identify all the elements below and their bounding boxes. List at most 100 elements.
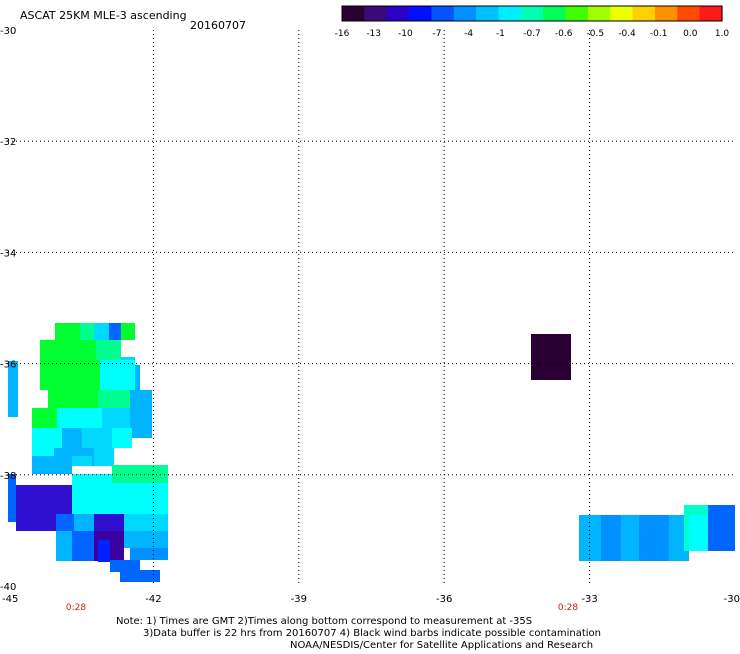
colorbar-segment xyxy=(364,6,388,21)
note-line-2: 3)Data buffer is 22 hrs from 20160707 4)… xyxy=(143,628,601,639)
data-cell xyxy=(8,361,18,417)
data-cell xyxy=(130,548,168,560)
grid-lines xyxy=(8,30,735,586)
data-cell xyxy=(68,340,96,360)
data-cell xyxy=(46,456,72,474)
data-cell xyxy=(112,465,168,483)
colorbar-label: -0.1 xyxy=(650,29,668,39)
data-cell xyxy=(708,505,735,551)
colorbar-label: -0.5 xyxy=(587,29,605,39)
data-cell xyxy=(72,490,120,514)
data-cells xyxy=(8,323,735,582)
colorbar-frame xyxy=(341,5,723,22)
data-cell xyxy=(56,514,74,531)
data-cell xyxy=(639,515,669,561)
y-tick-label: -38 xyxy=(0,471,16,482)
data-cell xyxy=(112,483,168,498)
data-cell xyxy=(72,531,94,561)
colorbar-label: -1 xyxy=(496,29,505,39)
data-cell xyxy=(601,515,621,561)
colorbar-segment xyxy=(677,6,701,21)
colorbar-segment xyxy=(431,6,455,21)
note-line-3: NOAA/NESDIS/Center for Satellite Applica… xyxy=(290,640,594,651)
map-title: ASCAT 25KM MLE-3 ascending xyxy=(20,9,187,22)
colorbar-segment xyxy=(386,6,410,21)
time-label: 0:28 xyxy=(558,603,578,613)
colorbar-segment xyxy=(543,6,567,21)
data-cell xyxy=(98,390,130,408)
data-cell xyxy=(110,560,140,572)
colorbar-label: -0.6 xyxy=(555,29,573,39)
time-labels: 0:28 0:28 xyxy=(66,603,578,613)
data-cell xyxy=(82,428,112,448)
data-cell xyxy=(57,408,102,428)
data-cell xyxy=(40,360,75,390)
x-tick-label: -30 xyxy=(724,594,740,605)
data-cell xyxy=(621,515,639,561)
data-cell xyxy=(130,390,152,408)
data-cell xyxy=(120,498,168,516)
data-cell xyxy=(100,360,135,390)
x-tick-label: -36 xyxy=(436,594,452,605)
colorbar-label: 1.0 xyxy=(715,29,730,39)
y-tick-label: -36 xyxy=(0,360,16,371)
y-tick-label: -32 xyxy=(0,137,16,148)
data-cell xyxy=(32,408,57,428)
data-cell xyxy=(98,540,110,562)
data-cell xyxy=(94,323,109,340)
y-tick-label: -30 xyxy=(0,26,16,37)
data-cell xyxy=(130,408,152,438)
colorbar-segment xyxy=(565,6,589,21)
colorbar-segment xyxy=(587,6,611,21)
colorbar-segment xyxy=(610,6,634,21)
colorbar-label: 0.0 xyxy=(683,29,698,39)
axis-ticks: -45 -42 -39 -36 -33 -30 -30 -32 -34 -36 -38 -40 xyxy=(0,26,740,605)
data-cell xyxy=(689,515,708,551)
data-cell xyxy=(40,340,68,360)
colorbar-segment xyxy=(453,6,477,21)
colorbar-segment xyxy=(632,6,656,21)
colorbar-label: -0.4 xyxy=(618,29,636,39)
x-tick-label: -42 xyxy=(145,594,161,605)
colorbar-label: -4 xyxy=(464,29,473,39)
data-cell xyxy=(109,323,121,340)
colorbar-segment xyxy=(476,6,500,21)
data-cell xyxy=(32,456,46,474)
data-cell xyxy=(531,334,571,380)
data-cell xyxy=(102,408,130,428)
colorbar-label: -7 xyxy=(433,29,442,39)
data-cell xyxy=(80,323,94,340)
colorbar-label: -0.7 xyxy=(523,29,541,39)
colorbar: -16 -13 -10 -7 -4 -1 -0.7 -0.6 -0.5 -0.4 -0.1 0.0 1.… xyxy=(335,5,730,39)
colorbar-segment xyxy=(654,6,678,21)
data-cell xyxy=(32,428,62,448)
colorbar-label: -10 xyxy=(398,29,413,39)
data-cell xyxy=(124,531,168,548)
colorbar-label: -13 xyxy=(366,29,381,39)
data-cell xyxy=(120,570,160,582)
colorbar-segment xyxy=(409,6,433,21)
data-cell xyxy=(48,390,98,408)
colorbar-segment xyxy=(699,6,723,21)
data-cell xyxy=(112,428,132,448)
time-label: 0:28 xyxy=(66,603,86,613)
y-tick-label: -34 xyxy=(0,248,16,259)
data-cell xyxy=(94,514,124,531)
data-cell xyxy=(75,360,100,390)
y-tick-label: -40 xyxy=(0,582,16,593)
data-cell xyxy=(72,456,92,466)
note-line-1: Note: 1) Times are GMT 2)Times along bot… xyxy=(116,616,533,627)
colorbar-segment xyxy=(342,6,365,21)
map-date: 20160707 xyxy=(190,19,246,32)
x-tick-label: -45 xyxy=(2,594,18,605)
data-cell xyxy=(135,365,140,390)
data-cell xyxy=(62,428,82,448)
data-cell xyxy=(74,514,94,531)
data-cell xyxy=(72,474,112,490)
data-cell xyxy=(94,448,114,466)
colorbar-label: -16 xyxy=(335,29,350,39)
x-tick-label: -39 xyxy=(291,594,307,605)
data-cell xyxy=(8,474,16,522)
